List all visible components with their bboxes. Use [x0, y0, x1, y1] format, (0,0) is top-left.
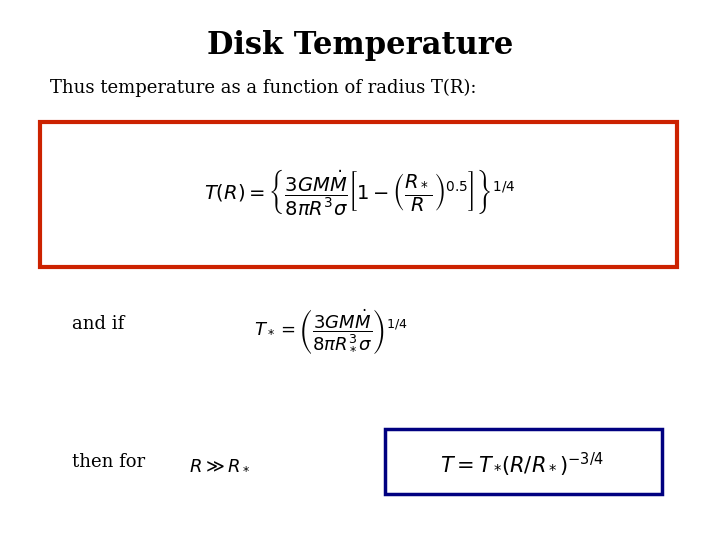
Text: Disk Temperature: Disk Temperature [207, 30, 513, 60]
Text: $T = T_*\!\left(R/R_*\right)^{-3/4}$: $T = T_*\!\left(R/R_*\right)^{-3/4}$ [440, 450, 604, 478]
Text: $T(R) = \left\{\dfrac{3GM\dot{M}}{8\pi R^3\sigma}\left[1-\left(\dfrac{R_*}{R}\ri: $T(R) = \left\{\dfrac{3GM\dot{M}}{8\pi R… [204, 167, 516, 217]
Text: $T_* = \left(\dfrac{3GM\dot{M}}{8\pi R_*^3\sigma}\right)^{1/4}$: $T_* = \left(\dfrac{3GM\dot{M}}{8\pi R_*… [254, 308, 408, 356]
Text: and if: and if [72, 315, 125, 333]
Text: then for: then for [72, 453, 145, 471]
Text: Thus temperature as a function of radius T(R):: Thus temperature as a function of radius… [50, 78, 477, 97]
Text: $R \gg R_*$: $R \gg R_*$ [189, 455, 251, 474]
